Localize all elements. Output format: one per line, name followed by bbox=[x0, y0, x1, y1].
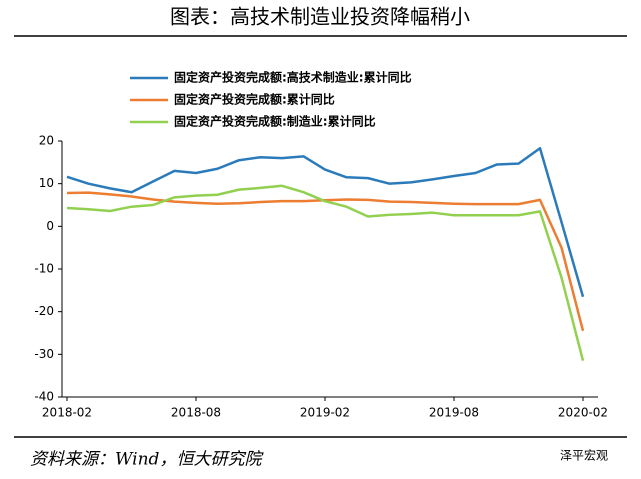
y-tick-label: -20 bbox=[34, 304, 54, 318]
series-line bbox=[66, 184, 585, 362]
watermark: 泽平宏观 bbox=[560, 448, 608, 463]
source: 资料来源：Wind，恒大研究院 bbox=[30, 450, 264, 470]
x-tick-label: 2019-08 bbox=[429, 406, 479, 420]
y-tick-label: 10 bbox=[39, 176, 54, 190]
legend-label: 固定资产投资完成额:高技术制造业:累计同比 bbox=[174, 70, 412, 85]
x-tick-label: 2018-08 bbox=[171, 406, 221, 420]
series-line bbox=[66, 191, 585, 332]
y-tick-label: 0 bbox=[46, 219, 54, 233]
series-line bbox=[66, 147, 585, 298]
y-tick-label: -30 bbox=[34, 347, 54, 361]
y-tick-label: 20 bbox=[39, 134, 54, 148]
chart-title: 图表：高技术制造业投资降幅稍小 bbox=[170, 5, 470, 29]
x-tick-label: 2018-02 bbox=[42, 406, 92, 420]
y-tick-label: -10 bbox=[34, 262, 54, 276]
x-tick-label: 2020-02 bbox=[558, 406, 608, 420]
y-tick-label: -40 bbox=[34, 390, 54, 404]
x-tick-label: 2019-02 bbox=[300, 406, 350, 420]
legend-label: 固定资产投资完成额:制造业:累计同比 bbox=[174, 114, 376, 129]
legend-label: 固定资产投资完成额:累计同比 bbox=[174, 92, 335, 107]
